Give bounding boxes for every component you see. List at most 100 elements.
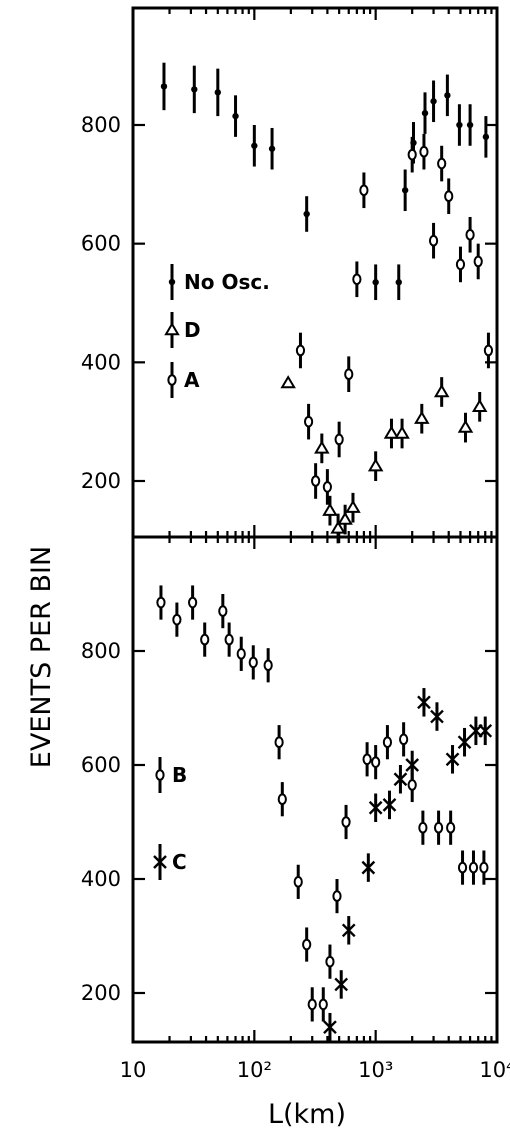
dot-marker [268, 145, 276, 152]
point-bottom-b [341, 804, 351, 840]
point-bottom-b [293, 864, 303, 899]
point-top-no-osc [401, 169, 409, 212]
y-tick-label-top-400: 400 [81, 350, 121, 374]
x-marker [334, 977, 349, 992]
point-bottom-c [430, 702, 444, 731]
point-top-a [419, 133, 429, 170]
circle-marker [325, 955, 335, 968]
circle-marker [293, 876, 303, 888]
circle-marker [248, 656, 258, 669]
point-top-d [433, 377, 450, 407]
circle-marker [399, 733, 409, 746]
point-top-a [322, 469, 332, 505]
triangle-marker [164, 322, 180, 336]
circle-marker [419, 145, 429, 158]
circle-marker [418, 821, 428, 834]
point-top-d [322, 495, 338, 526]
x-tick-label-10000: 10⁴ [479, 1058, 510, 1082]
x-marker [445, 752, 460, 767]
circle-marker [303, 415, 314, 428]
x-marker [393, 772, 408, 787]
circle-marker [295, 344, 306, 357]
dot-marker [444, 92, 451, 99]
triangle-marker [367, 458, 384, 472]
legend-item-a: A [167, 362, 200, 398]
point-bottom-c [368, 793, 383, 822]
circle-marker [334, 433, 344, 446]
point-top-no-osc [251, 125, 258, 167]
dot-marker [232, 112, 239, 120]
point-bottom-c [417, 688, 431, 717]
circle-marker [311, 475, 321, 487]
point-bottom-b [218, 594, 228, 629]
circle-marker [359, 184, 369, 197]
circle-marker [332, 890, 342, 902]
point-bottom-b [156, 585, 166, 620]
point-bottom-b [307, 987, 317, 1022]
point-top-no-osc [456, 104, 463, 146]
y-tick-label-top-600: 600 [81, 232, 121, 256]
circle-marker [455, 258, 466, 271]
point-bottom-b [188, 585, 198, 620]
circle-marker [218, 605, 228, 617]
point-top-no-osc [421, 92, 429, 134]
triangle-marker [322, 502, 338, 516]
point-top-d [394, 418, 410, 449]
circle-marker [444, 190, 454, 202]
point-top-a [437, 145, 447, 182]
point-top-no-osc [191, 65, 198, 114]
triangle-marker [280, 375, 296, 389]
point-bottom-b [302, 927, 312, 962]
circle-marker [344, 368, 354, 381]
y-tick-label-top-800: 800 [81, 113, 121, 137]
dot-marker [456, 121, 463, 129]
x-marker [323, 1020, 337, 1035]
x-marker [368, 800, 383, 815]
legend-item-d: D [164, 312, 201, 348]
x-marker [478, 723, 493, 738]
x-tick-label-10: 10 [120, 1058, 147, 1082]
circle-marker [473, 255, 483, 268]
point-top-a [483, 332, 494, 369]
data-marks [156, 62, 494, 1042]
point-bottom-c [334, 970, 349, 999]
point-bottom-b [479, 850, 489, 885]
point-bottom-c [393, 765, 408, 794]
triangle-marker [383, 425, 400, 439]
circle-marker [457, 861, 468, 874]
circle-marker [277, 793, 287, 806]
legend-label-a: A [184, 368, 200, 392]
point-top-a [311, 463, 321, 499]
x-marker [361, 860, 376, 875]
circle-marker [371, 756, 381, 768]
plot-frames [131, 6, 499, 1044]
circle-marker [263, 659, 273, 672]
circle-marker [468, 861, 479, 874]
point-top-a [444, 178, 454, 214]
point-top-no-osc [430, 80, 437, 123]
circle-marker [274, 736, 284, 749]
circle-marker [302, 938, 312, 951]
legend-item-no-osc: No Osc. [168, 264, 270, 300]
point-bottom-b [325, 944, 335, 979]
point-bottom-b [263, 648, 273, 683]
triangle-marker [457, 419, 474, 433]
legend-label-b: B [172, 763, 187, 787]
point-top-no-osc [482, 116, 490, 158]
triangle-marker [394, 425, 410, 439]
y-tick-label-bottom-600: 600 [81, 753, 121, 777]
point-bottom-b [371, 745, 381, 780]
dot-marker [214, 89, 222, 96]
point-bottom-c [405, 750, 420, 780]
point-top-d [457, 412, 474, 443]
y-tick-label-bottom-200: 200 [81, 981, 121, 1005]
dot-marker [303, 210, 310, 218]
point-bottom-b [224, 622, 234, 657]
x-marker [457, 735, 472, 750]
circle-marker [446, 821, 456, 834]
point-bottom-b [418, 810, 428, 845]
circle-marker [362, 753, 372, 766]
point-top-no-osc [214, 68, 222, 117]
circle-marker [341, 816, 351, 828]
point-top-d [383, 418, 400, 449]
